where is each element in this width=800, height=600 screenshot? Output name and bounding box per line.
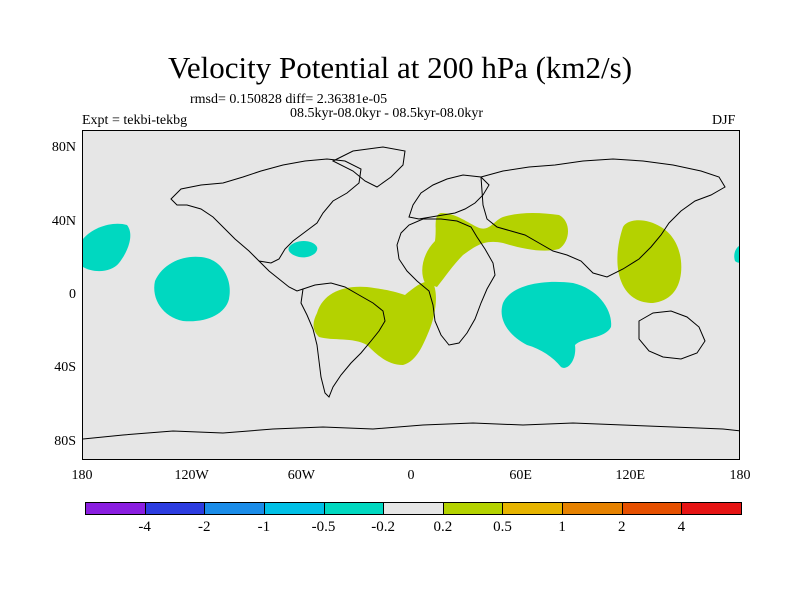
colorbar-box	[681, 502, 742, 515]
longitude-label: 120E	[615, 468, 646, 483]
south-america-atlantic-positive-region	[313, 281, 436, 365]
longitude-label: 180	[729, 468, 751, 483]
map-panel	[82, 130, 740, 460]
latitude-label: 40N	[51, 213, 76, 229]
experiment-label: Expt = tekbi-tekbg	[82, 113, 188, 128]
rmsd-text: rmsd= 0.150828 diff= 2.36381e-05	[190, 92, 388, 107]
colorbar-label: -1	[257, 519, 271, 535]
world-map	[83, 146, 739, 440]
latitude-label: 40S	[54, 360, 76, 376]
anomaly-layer	[83, 213, 739, 368]
colorbar-box	[383, 502, 444, 515]
colorbar-box	[621, 502, 683, 515]
colorbar-label: 4	[677, 519, 686, 535]
colorbar-box	[323, 502, 385, 515]
colorbar-label: 0.5	[493, 519, 512, 535]
colorbar-box	[85, 502, 146, 515]
colorbar-label: -2	[198, 519, 211, 535]
colorbar	[85, 502, 742, 516]
longitude-label: 120W	[174, 468, 209, 483]
south-america-coastline	[300, 282, 386, 398]
north-america-coastline	[170, 158, 362, 264]
latitude-label: 0	[69, 287, 76, 302]
colorbar-label: 0.2	[433, 519, 453, 535]
colorbar-label: -0.5	[311, 519, 336, 535]
colorbar-label: -0.2	[371, 519, 396, 535]
colorbar-box	[502, 502, 564, 515]
central-america-coastline	[258, 260, 304, 292]
colorbar-box	[144, 502, 206, 515]
africa-middle-east-positive-region	[422, 213, 568, 287]
asia-coastline	[480, 158, 726, 278]
colorbar-box	[562, 502, 623, 515]
longitude-label: 0	[407, 468, 415, 483]
africa-coastline	[396, 218, 496, 346]
longitude-label: 60W	[287, 468, 315, 483]
colorbar-box	[204, 502, 265, 515]
australia-coastline	[638, 310, 706, 360]
colorbar-label: -4	[138, 519, 151, 535]
antarctica-coastline	[83, 422, 739, 440]
indian-ocean-negative-region	[501, 281, 612, 368]
colorbar-box	[442, 502, 504, 515]
longitude-label: 60E	[509, 468, 532, 483]
coastline-layer	[83, 146, 739, 440]
latitude-label: 80S	[54, 433, 76, 449]
experiment-subtitle: 08.5kyr-08.0kyr - 08.5kyr-08.0kyr	[290, 106, 484, 121]
longitude-label: 180	[71, 468, 93, 483]
latitude-label: 80N	[51, 140, 76, 156]
season-label: DJF	[712, 113, 736, 128]
dateline-east-negative-region	[734, 245, 739, 263]
east-asia-positive-region	[617, 220, 682, 303]
gulf-of-mexico-negative-region	[288, 241, 318, 258]
greenland-coastline	[331, 146, 406, 188]
north-pacific-west-negative-region	[83, 223, 131, 272]
colorbar-label: 1	[558, 519, 566, 535]
europe-coastline	[408, 174, 490, 220]
east-pacific-negative-region	[154, 256, 230, 322]
chart-title: Velocity Potential at 200 hPa (km2/s)	[167, 50, 633, 85]
colorbar-box	[263, 502, 325, 515]
colorbar-label: 2	[617, 519, 626, 535]
